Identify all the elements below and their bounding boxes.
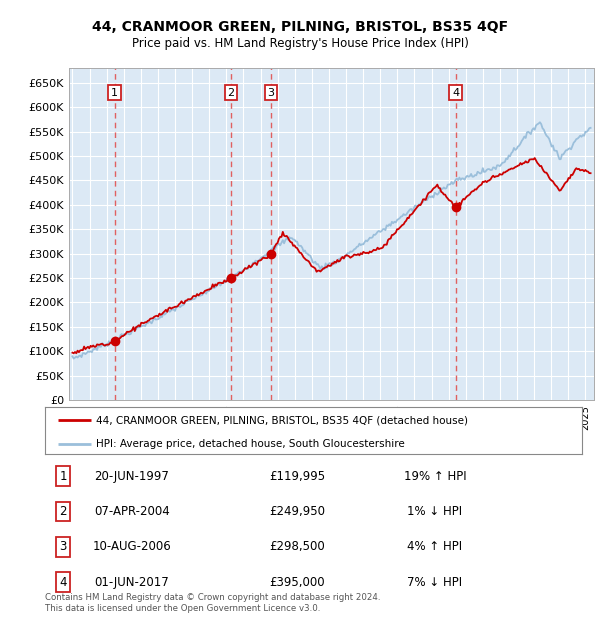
Text: Contains HM Land Registry data © Crown copyright and database right 2024.
This d: Contains HM Land Registry data © Crown c… bbox=[45, 593, 380, 613]
Text: 7% ↓ HPI: 7% ↓ HPI bbox=[407, 576, 463, 588]
Text: 10-AUG-2006: 10-AUG-2006 bbox=[92, 541, 172, 553]
Text: 1% ↓ HPI: 1% ↓ HPI bbox=[407, 505, 463, 518]
Text: 4: 4 bbox=[452, 87, 460, 97]
Text: 07-APR-2004: 07-APR-2004 bbox=[94, 505, 170, 518]
Text: 4% ↑ HPI: 4% ↑ HPI bbox=[407, 541, 463, 553]
Text: £395,000: £395,000 bbox=[269, 576, 325, 588]
Text: Price paid vs. HM Land Registry's House Price Index (HPI): Price paid vs. HM Land Registry's House … bbox=[131, 37, 469, 50]
Text: HPI: Average price, detached house, South Gloucestershire: HPI: Average price, detached house, Sout… bbox=[96, 438, 405, 449]
Text: 4: 4 bbox=[59, 576, 67, 588]
Text: 2: 2 bbox=[227, 87, 235, 97]
Text: £298,500: £298,500 bbox=[269, 541, 325, 553]
Text: 44, CRANMOOR GREEN, PILNING, BRISTOL, BS35 4QF: 44, CRANMOOR GREEN, PILNING, BRISTOL, BS… bbox=[92, 20, 508, 34]
Text: £249,950: £249,950 bbox=[269, 505, 325, 518]
Text: 2: 2 bbox=[59, 505, 67, 518]
Text: 19% ↑ HPI: 19% ↑ HPI bbox=[404, 470, 466, 482]
Text: 1: 1 bbox=[111, 87, 118, 97]
Text: 3: 3 bbox=[268, 87, 274, 97]
Text: 01-JUN-2017: 01-JUN-2017 bbox=[95, 576, 169, 588]
Text: £119,995: £119,995 bbox=[269, 470, 325, 482]
Text: 20-JUN-1997: 20-JUN-1997 bbox=[95, 470, 169, 482]
Text: 1: 1 bbox=[59, 470, 67, 482]
Text: 44, CRANMOOR GREEN, PILNING, BRISTOL, BS35 4QF (detached house): 44, CRANMOOR GREEN, PILNING, BRISTOL, BS… bbox=[96, 415, 468, 425]
Text: 3: 3 bbox=[59, 541, 67, 553]
